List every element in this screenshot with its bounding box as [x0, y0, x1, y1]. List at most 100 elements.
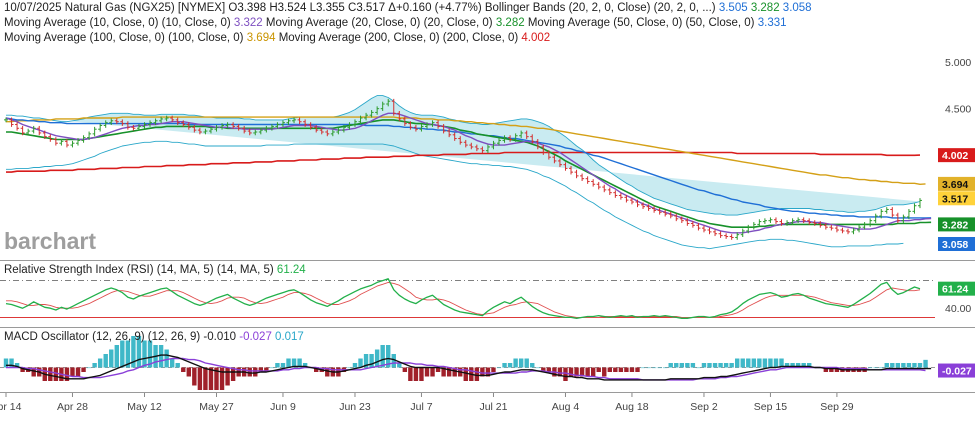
ohlc-bar [884, 207, 889, 214]
ma200-line [6, 151, 921, 173]
ohlc-bar [530, 134, 535, 144]
ohlc-bar [674, 213, 679, 222]
bollinger-fill [6, 95, 920, 216]
ohlc-bar [912, 203, 917, 214]
macd-histogram-bar [613, 367, 618, 372]
ohlc-bar [203, 128, 208, 135]
ohlc-bar [580, 173, 585, 181]
ohlc-bar [369, 110, 374, 118]
ohlc-bar [186, 122, 191, 130]
ohlc-bar [491, 140, 496, 150]
ohlc-bar [76, 138, 81, 146]
macd-histogram-bar [147, 340, 153, 368]
ohlc-bar [552, 154, 557, 164]
rsi-header: Relative Strength Index (RSI) (14, MA, 5… [4, 264, 306, 276]
macd-histogram-bar [923, 359, 928, 368]
ohlc-bar [391, 98, 396, 116]
ohlc-bar [585, 176, 590, 184]
macd-histogram-bar [513, 358, 518, 368]
macd-histogram-bar [867, 367, 873, 369]
ohlc-bar [524, 130, 529, 139]
macd-histogram-bar [247, 367, 252, 377]
macd-histogram-bar [114, 345, 119, 368]
ohlc-bar [325, 129, 330, 137]
ohlc-bar [801, 217, 806, 223]
macd-badge: -0.027 [938, 363, 975, 378]
macd-histogram-bar [906, 363, 912, 368]
ohlc-bar [31, 125, 36, 134]
ohlc-bar [447, 128, 452, 138]
macd-v1: -0.010 [203, 331, 237, 343]
ohlc-bar [591, 179, 596, 187]
ohlc-bar [87, 131, 92, 140]
ohlc-bar [668, 211, 673, 219]
ohlc-bar [818, 221, 823, 228]
ma200-badge-bg [938, 148, 975, 163]
ohlc-bar [292, 117, 297, 124]
macd-histogram-bar [524, 358, 529, 368]
macd-histogram-bar [131, 336, 136, 368]
macd-histogram-bar [380, 345, 385, 368]
ohlc-bar [480, 146, 485, 153]
ohlc-bar [646, 204, 651, 211]
macd-label: MACD Oscillator (12, 26, 9) (12, 26, 9) [4, 331, 201, 343]
ohlc-bar [153, 118, 158, 125]
header-line-2: Moving Average (10, Close, 0) (10, Close… [4, 17, 787, 29]
macd-histogram-bar [640, 367, 646, 369]
ohlc-bar [729, 234, 734, 240]
ohlc-bar [701, 225, 706, 233]
header-ma100-label: Moving Average (100, Close, 0) (100, Clo… [4, 32, 244, 44]
macd-histogram-bar [358, 358, 363, 368]
header-ma100: 3.694 [246, 32, 276, 44]
ohlc-bar [208, 126, 213, 134]
macd-histogram-bar [463, 367, 468, 381]
header-h-label: H [269, 2, 278, 14]
header-ma20-label: Moving Average (20, Close, 0) (20, Close… [265, 17, 493, 29]
macd-histogram-bar [291, 358, 297, 368]
ohlc-bar [48, 134, 53, 142]
macd-histogram-bar [419, 367, 424, 381]
moving-averages [5, 112, 932, 234]
ohlc-bar [657, 208, 662, 215]
macd-histogram-bar [214, 367, 219, 390]
ohlc-bar [823, 223, 828, 230]
macd-histogram-bar [474, 367, 480, 381]
ohlc-bar [314, 125, 319, 133]
ohlc-bar [840, 227, 845, 234]
header-l-label: L [309, 2, 317, 14]
macd-histogram-bar [352, 363, 358, 368]
ohlc-bar [170, 115, 175, 123]
macd-histogram-bar [685, 363, 690, 368]
ohlc-bar [458, 136, 463, 145]
macd-histogram-bar [657, 367, 662, 369]
macd-histogram-bar [408, 367, 413, 381]
ohlc-bar [120, 119, 125, 126]
macd-histogram-bar [895, 363, 901, 368]
ohlc-bar [9, 117, 14, 127]
ohlc-bar [402, 116, 407, 126]
ohlc-bar [397, 111, 402, 122]
macd-histogram-bar [690, 363, 696, 368]
macd-histogram-bar [651, 367, 657, 369]
ohlc-bar [15, 122, 20, 131]
macd-histogram-bar [48, 367, 53, 381]
x-tick-label: Aug 4 [552, 401, 580, 413]
ohlc-bar [247, 128, 252, 136]
macd-histogram-bar [97, 358, 103, 368]
ohlc-bar [773, 217, 778, 224]
macd-histogram-bar [169, 358, 175, 368]
ohlc-bar [602, 184, 607, 193]
macd-histogram-bar [480, 367, 485, 377]
ohlc-bar [685, 218, 690, 226]
header-bb-lower: 3.058 [782, 2, 812, 14]
header-low: 3.355 [316, 2, 345, 14]
barchart-watermark: barchart [4, 228, 96, 254]
macd-histogram-bar [53, 367, 59, 381]
ohlc-bar [297, 117, 302, 125]
macd-histogram-bar [779, 358, 784, 368]
ohlc-bar [319, 127, 324, 135]
macd-histogram-bar [723, 363, 729, 368]
ohlc-bar [690, 221, 695, 228]
macd-histogram-bar [829, 367, 834, 372]
